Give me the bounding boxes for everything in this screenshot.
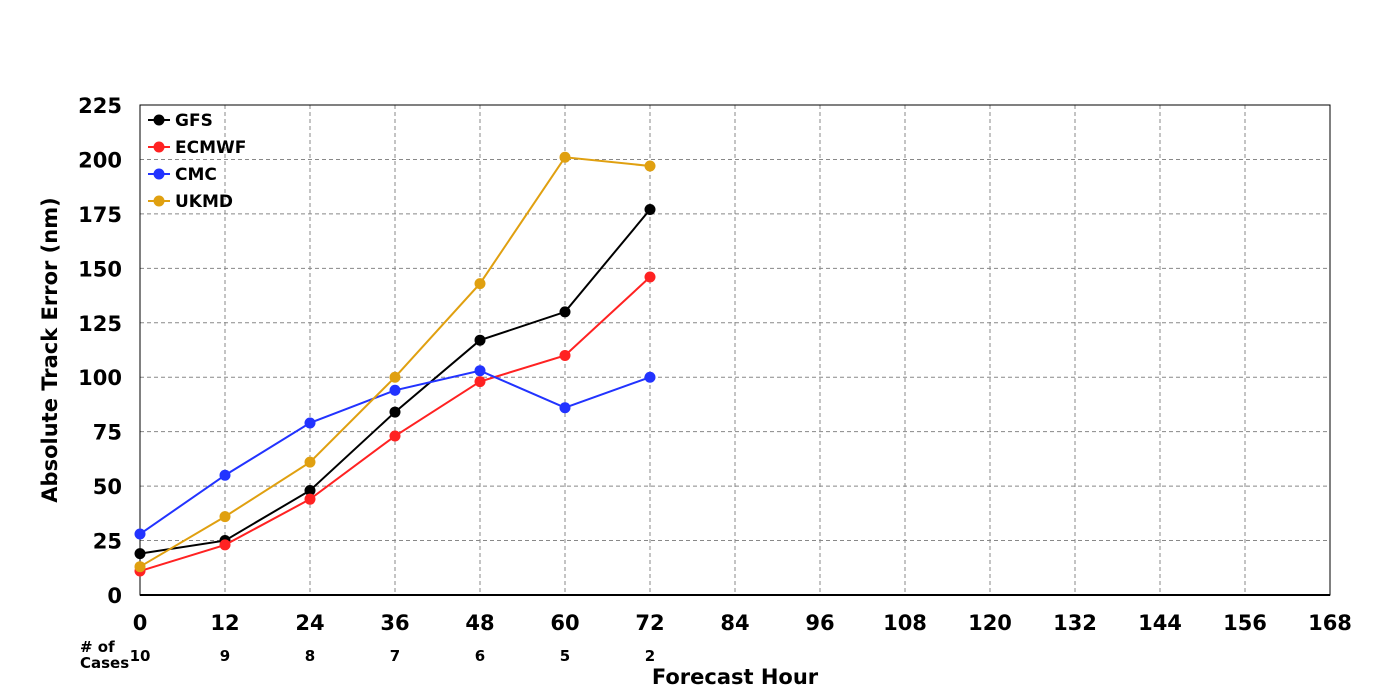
x-tick-label: 36 — [380, 611, 409, 635]
data-point-ukmd — [389, 371, 401, 383]
legend-item-cmc: CMC — [148, 165, 217, 185]
x-tick-label: 108 — [883, 611, 927, 635]
data-point-cmc — [559, 402, 571, 414]
cases-row: # of Cases 10 9 8 7 6 5 2 — [80, 638, 655, 672]
data-point-ecmwf — [304, 493, 316, 505]
legend-item-gfs: GFS — [148, 111, 213, 131]
data-point-cmc — [219, 469, 231, 481]
x-tick-label: 156 — [1223, 611, 1267, 635]
data-point-ecmwf — [559, 349, 571, 361]
cases-label-line1: # of — [80, 638, 115, 656]
legend-marker — [153, 168, 165, 180]
legend-label: CMC — [175, 165, 217, 185]
x-tick-label: 84 — [720, 611, 749, 635]
data-point-ukmd — [219, 511, 231, 523]
data-point-ecmwf — [389, 430, 401, 442]
x-axis-label: Forecast Hour — [652, 665, 819, 689]
x-tick-label: 96 — [805, 611, 834, 635]
x-tick-label: 48 — [465, 611, 494, 635]
legend-marker — [153, 114, 165, 126]
data-point-ecmwf — [644, 271, 656, 283]
data-point-ukmd — [134, 561, 146, 573]
legend-label: ECMWF — [175, 138, 246, 158]
data-point-gfs — [644, 204, 656, 216]
data-point-gfs — [559, 306, 571, 318]
y-tick-label: 200 — [78, 148, 122, 172]
x-tick-label: 24 — [295, 611, 324, 635]
x-tick-label: 120 — [968, 611, 1012, 635]
y-tick-labels: 0 25 50 75 100 125 150 175 200 225 — [78, 94, 122, 608]
case-count: 5 — [560, 647, 570, 665]
y-tick-label: 125 — [78, 312, 122, 336]
grid — [140, 105, 1330, 596]
series-ukmd — [134, 151, 656, 573]
data-point-cmc — [474, 365, 486, 377]
case-count: 10 — [130, 647, 151, 665]
data-point-ukmd — [474, 278, 486, 290]
data-point-ukmd — [559, 151, 571, 163]
data-point-ukmd — [304, 456, 316, 468]
legend-marker — [153, 141, 165, 153]
legend-marker — [153, 195, 165, 207]
y-tick-label: 0 — [107, 584, 122, 608]
data-point-ecmwf — [219, 539, 231, 551]
case-count: 6 — [475, 647, 485, 665]
y-tick-label: 100 — [78, 366, 122, 390]
y-axis-label: Absolute Track Error (nm) — [38, 197, 62, 502]
data-point-cmc — [134, 528, 146, 540]
plot-area — [139, 104, 1331, 596]
legend: GFS ECMWF CMC UKMD — [148, 111, 246, 212]
y-tick-label: 50 — [93, 475, 122, 499]
x-tick-label: 60 — [550, 611, 579, 635]
legend-label: GFS — [175, 111, 213, 131]
case-count: 7 — [390, 647, 400, 665]
x-tick-label: 168 — [1308, 611, 1352, 635]
data-point-ukmd — [644, 160, 656, 172]
y-tick-label: 150 — [78, 257, 122, 281]
series-cmc — [134, 365, 656, 540]
legend-item-ecmwf: ECMWF — [148, 138, 246, 158]
series-layer — [134, 151, 656, 577]
data-point-cmc — [644, 371, 656, 383]
x-tick-labels: 0 12 24 36 48 60 72 84 96 108 120 132 144 156 168 — [133, 611, 1352, 635]
data-point-ecmwf — [474, 376, 486, 388]
data-point-gfs — [474, 334, 486, 346]
x-tick-label: 144 — [1138, 611, 1182, 635]
data-point-cmc — [389, 384, 401, 396]
case-count: 9 — [220, 647, 230, 665]
legend-label: UKMD — [175, 192, 233, 212]
data-point-gfs — [134, 548, 146, 560]
legend-item-ukmd: UKMD — [148, 192, 233, 212]
data-point-gfs — [304, 484, 316, 496]
y-tick-label: 75 — [93, 421, 122, 445]
cases-label-line2: Cases — [80, 654, 129, 672]
data-point-gfs — [389, 406, 401, 418]
x-tick-label: 12 — [210, 611, 239, 635]
y-tick-label: 25 — [93, 530, 122, 554]
case-count: 2 — [645, 647, 655, 665]
x-tick-label: 132 — [1053, 611, 1097, 635]
case-count: 8 — [305, 647, 315, 665]
x-tick-label: 0 — [133, 611, 148, 635]
x-tick-label: 72 — [635, 611, 664, 635]
data-point-cmc — [304, 417, 316, 429]
y-tick-label: 225 — [78, 94, 122, 118]
y-tick-label: 175 — [78, 203, 122, 227]
